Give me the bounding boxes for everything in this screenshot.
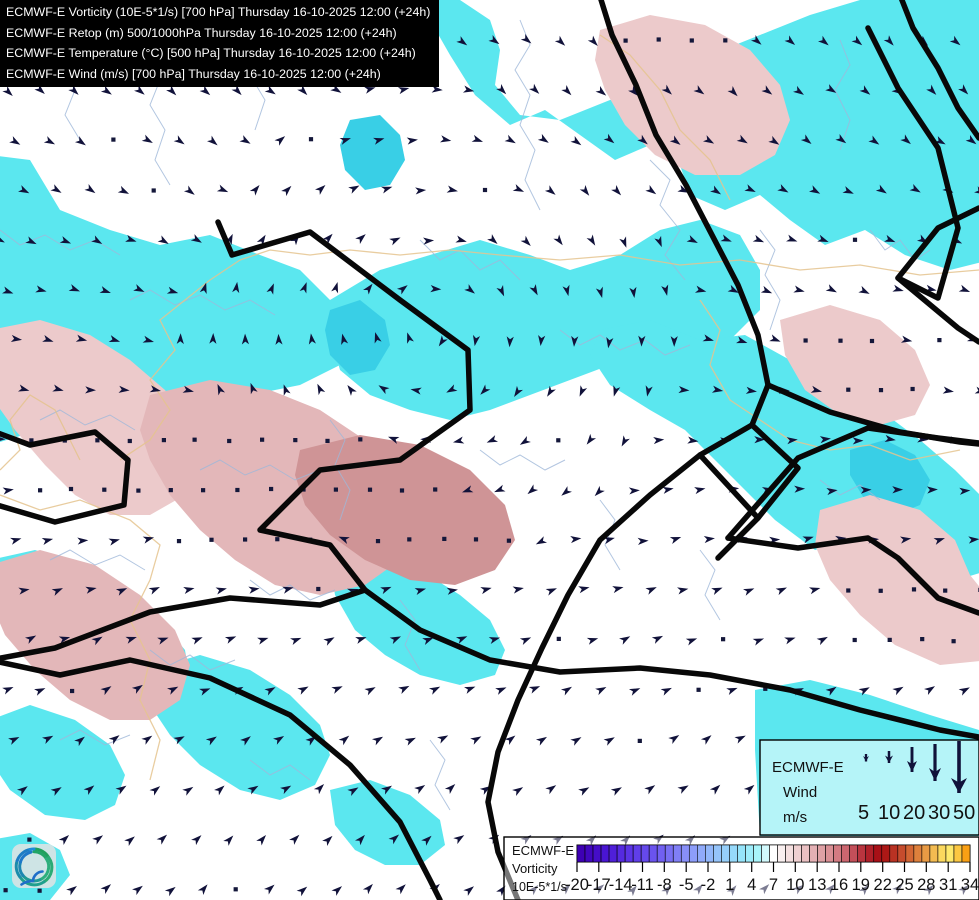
svg-text:-2: -2 bbox=[701, 876, 716, 894]
svg-text:7: 7 bbox=[769, 876, 778, 894]
svg-text:31: 31 bbox=[939, 876, 957, 894]
svg-text:10: 10 bbox=[786, 876, 804, 894]
svg-text:10E-5*1/s: 10E-5*1/s bbox=[512, 880, 567, 894]
svg-text:-8: -8 bbox=[657, 876, 672, 894]
svg-text:m/s: m/s bbox=[783, 809, 807, 826]
svg-text:Vorticity: Vorticity bbox=[512, 861, 558, 876]
svg-text:34: 34 bbox=[961, 876, 979, 894]
svg-text:10: 10 bbox=[878, 802, 900, 824]
svg-text:25: 25 bbox=[895, 876, 913, 894]
svg-text:5: 5 bbox=[858, 802, 869, 824]
svg-text:30: 30 bbox=[928, 802, 950, 824]
svg-text:4: 4 bbox=[747, 876, 756, 894]
svg-text:50: 50 bbox=[953, 802, 975, 824]
svg-text:16: 16 bbox=[830, 876, 848, 894]
svg-text:-20: -20 bbox=[565, 876, 589, 894]
svg-text:1: 1 bbox=[725, 876, 734, 894]
svg-text:ECMWF-E: ECMWF-E bbox=[772, 759, 844, 776]
svg-text:19: 19 bbox=[852, 876, 870, 894]
svg-text:ECMWF-E: ECMWF-E bbox=[512, 843, 574, 858]
svg-text:20: 20 bbox=[903, 802, 925, 824]
svg-text:28: 28 bbox=[917, 876, 935, 894]
svg-text:13: 13 bbox=[808, 876, 826, 894]
svg-text:-14: -14 bbox=[609, 876, 633, 894]
svg-text:-5: -5 bbox=[679, 876, 694, 894]
svg-text:-11: -11 bbox=[631, 876, 654, 894]
svg-text:Wind: Wind bbox=[783, 784, 817, 801]
svg-text:22: 22 bbox=[874, 876, 892, 894]
svg-text:-17: -17 bbox=[587, 876, 611, 894]
